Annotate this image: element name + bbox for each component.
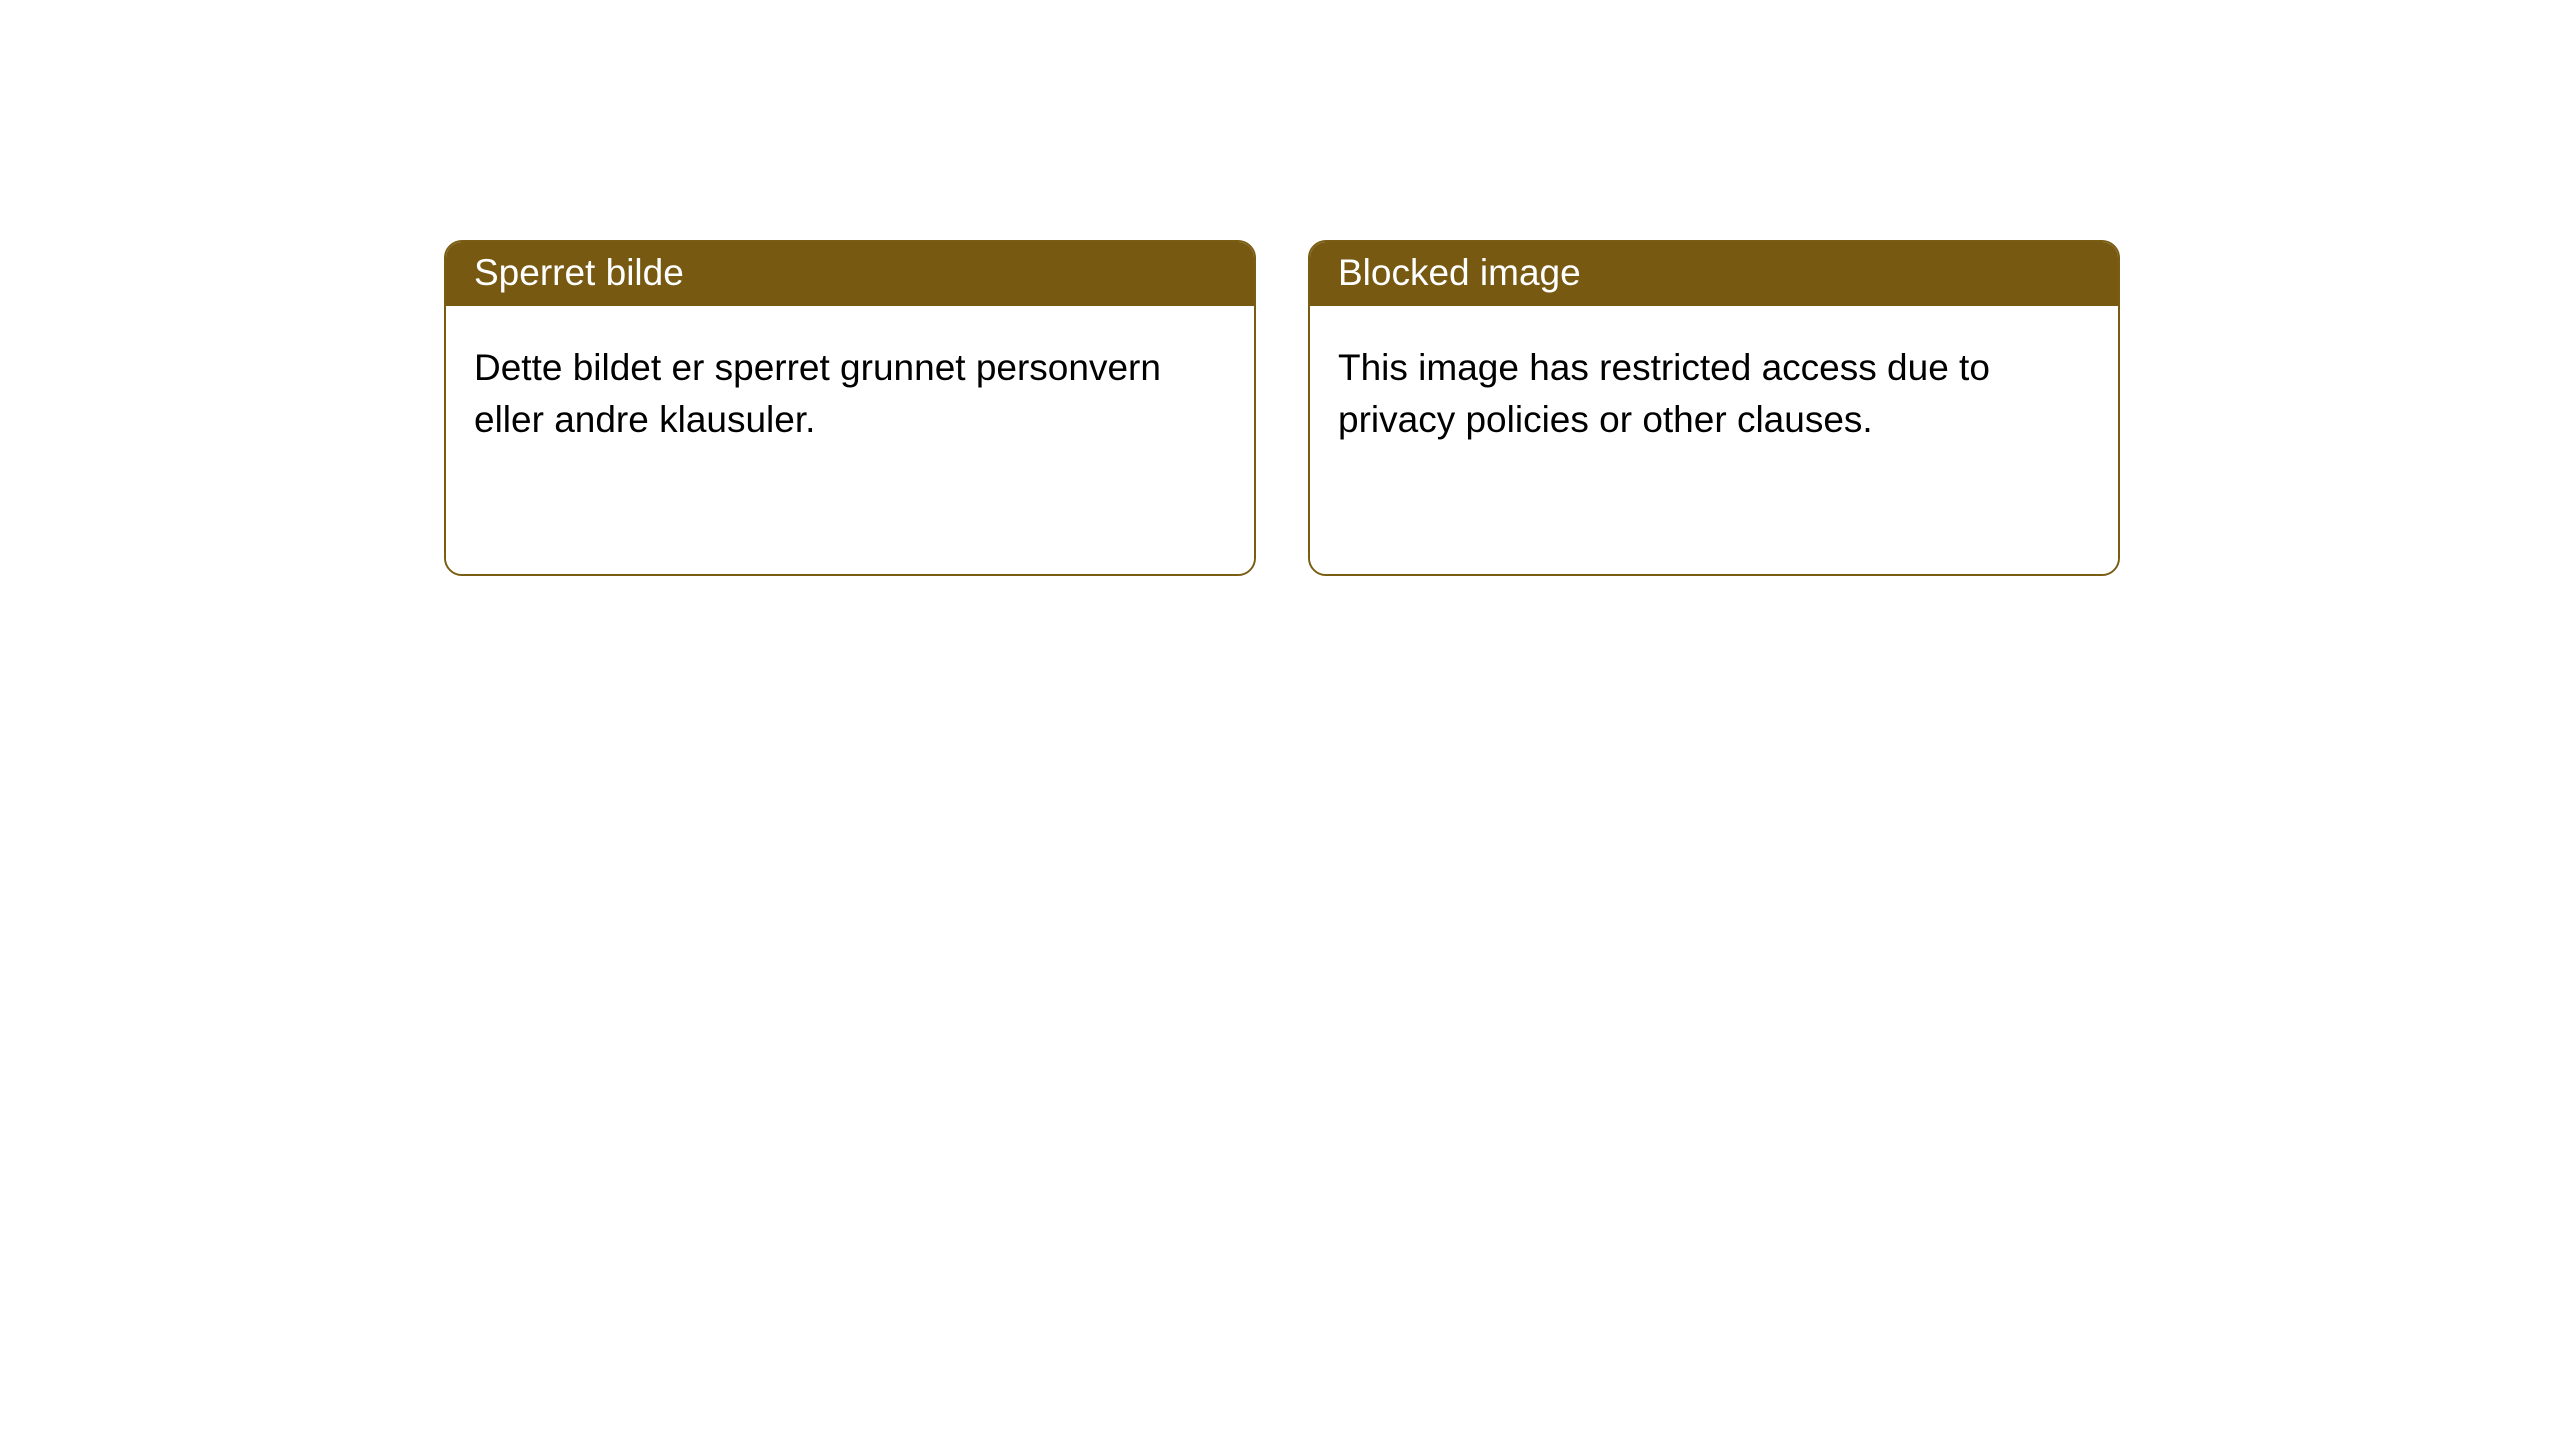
notice-container: Sperret bilde Dette bildet er sperret gr… [0, 0, 2560, 576]
notice-body: Dette bildet er sperret grunnet personve… [446, 306, 1254, 574]
notice-card-norwegian: Sperret bilde Dette bildet er sperret gr… [444, 240, 1256, 576]
notice-card-english: Blocked image This image has restricted … [1308, 240, 2120, 576]
notice-body: This image has restricted access due to … [1310, 306, 2118, 574]
notice-header: Blocked image [1310, 242, 2118, 306]
notice-header: Sperret bilde [446, 242, 1254, 306]
